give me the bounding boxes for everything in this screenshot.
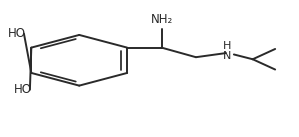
Text: HO: HO bbox=[13, 83, 31, 96]
Text: NH₂: NH₂ bbox=[150, 13, 173, 26]
Text: HO: HO bbox=[7, 27, 25, 40]
Text: H
N: H N bbox=[223, 41, 231, 61]
